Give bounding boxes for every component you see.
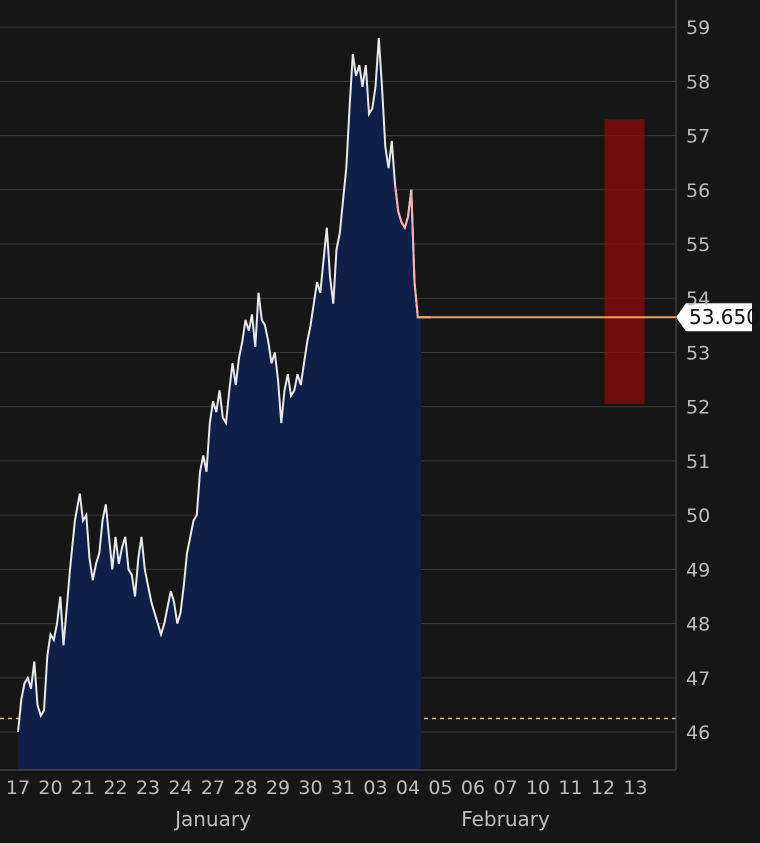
x-tick-label: 30 [298, 777, 322, 799]
x-tick-label: 22 [103, 777, 127, 799]
y-tick-label: 47 [686, 668, 710, 690]
x-tick-label: 21 [71, 777, 95, 799]
y-tick-label: 48 [686, 614, 710, 636]
y-tick-label: 59 [686, 17, 710, 39]
y-tick-label: 58 [686, 71, 710, 93]
x-tick-label: 03 [363, 777, 387, 799]
highlight-region [604, 119, 645, 404]
x-tick-label: 04 [396, 777, 420, 799]
last-value-tag [676, 303, 752, 332]
x-tick-label: 29 [266, 777, 290, 799]
x-tick-label: 10 [526, 777, 550, 799]
y-axis-ticks: 46 47 48 49 50 51 52 53 54 55 56 57 58 59 [686, 17, 710, 744]
x-tick-label: 31 [331, 777, 355, 799]
month-label: January [173, 807, 251, 831]
x-axis-ticks: 17 20 21 22 23 24 27 28 29 30 31 03 04 05 06 07 10 11 12 13 [6, 777, 648, 799]
month-label: February [461, 807, 550, 831]
y-tick-label: 54 [686, 288, 710, 310]
y-tick-label: 52 [686, 397, 710, 419]
x-tick-label: 23 [136, 777, 160, 799]
x-tick-label: 05 [428, 777, 452, 799]
y-tick-label: 53 [686, 342, 710, 364]
x-tick-label: 17 [6, 777, 30, 799]
x-tick-label: 11 [558, 777, 582, 799]
y-tick-label: 51 [686, 451, 710, 473]
x-tick-label: 07 [493, 777, 517, 799]
y-tick-label: 55 [686, 234, 710, 256]
x-tick-label: 20 [38, 777, 62, 799]
y-tick-label: 49 [686, 559, 710, 581]
x-tick-label: 06 [461, 777, 485, 799]
last-value-label: 53.650 [689, 305, 759, 329]
x-tick-label: 13 [623, 777, 647, 799]
x-tick-label: 27 [201, 777, 225, 799]
x-tick-label: 12 [591, 777, 615, 799]
x-tick-label: 24 [168, 777, 192, 799]
x-tick-label: 28 [233, 777, 257, 799]
y-tick-label: 56 [686, 180, 710, 202]
price-area [18, 38, 421, 770]
price-line [17, 37, 431, 733]
y-tick-label: 57 [686, 126, 710, 148]
y-tick-label: 46 [686, 722, 710, 744]
month-labels: January February [173, 807, 550, 831]
y-tick-label: 50 [686, 505, 710, 527]
